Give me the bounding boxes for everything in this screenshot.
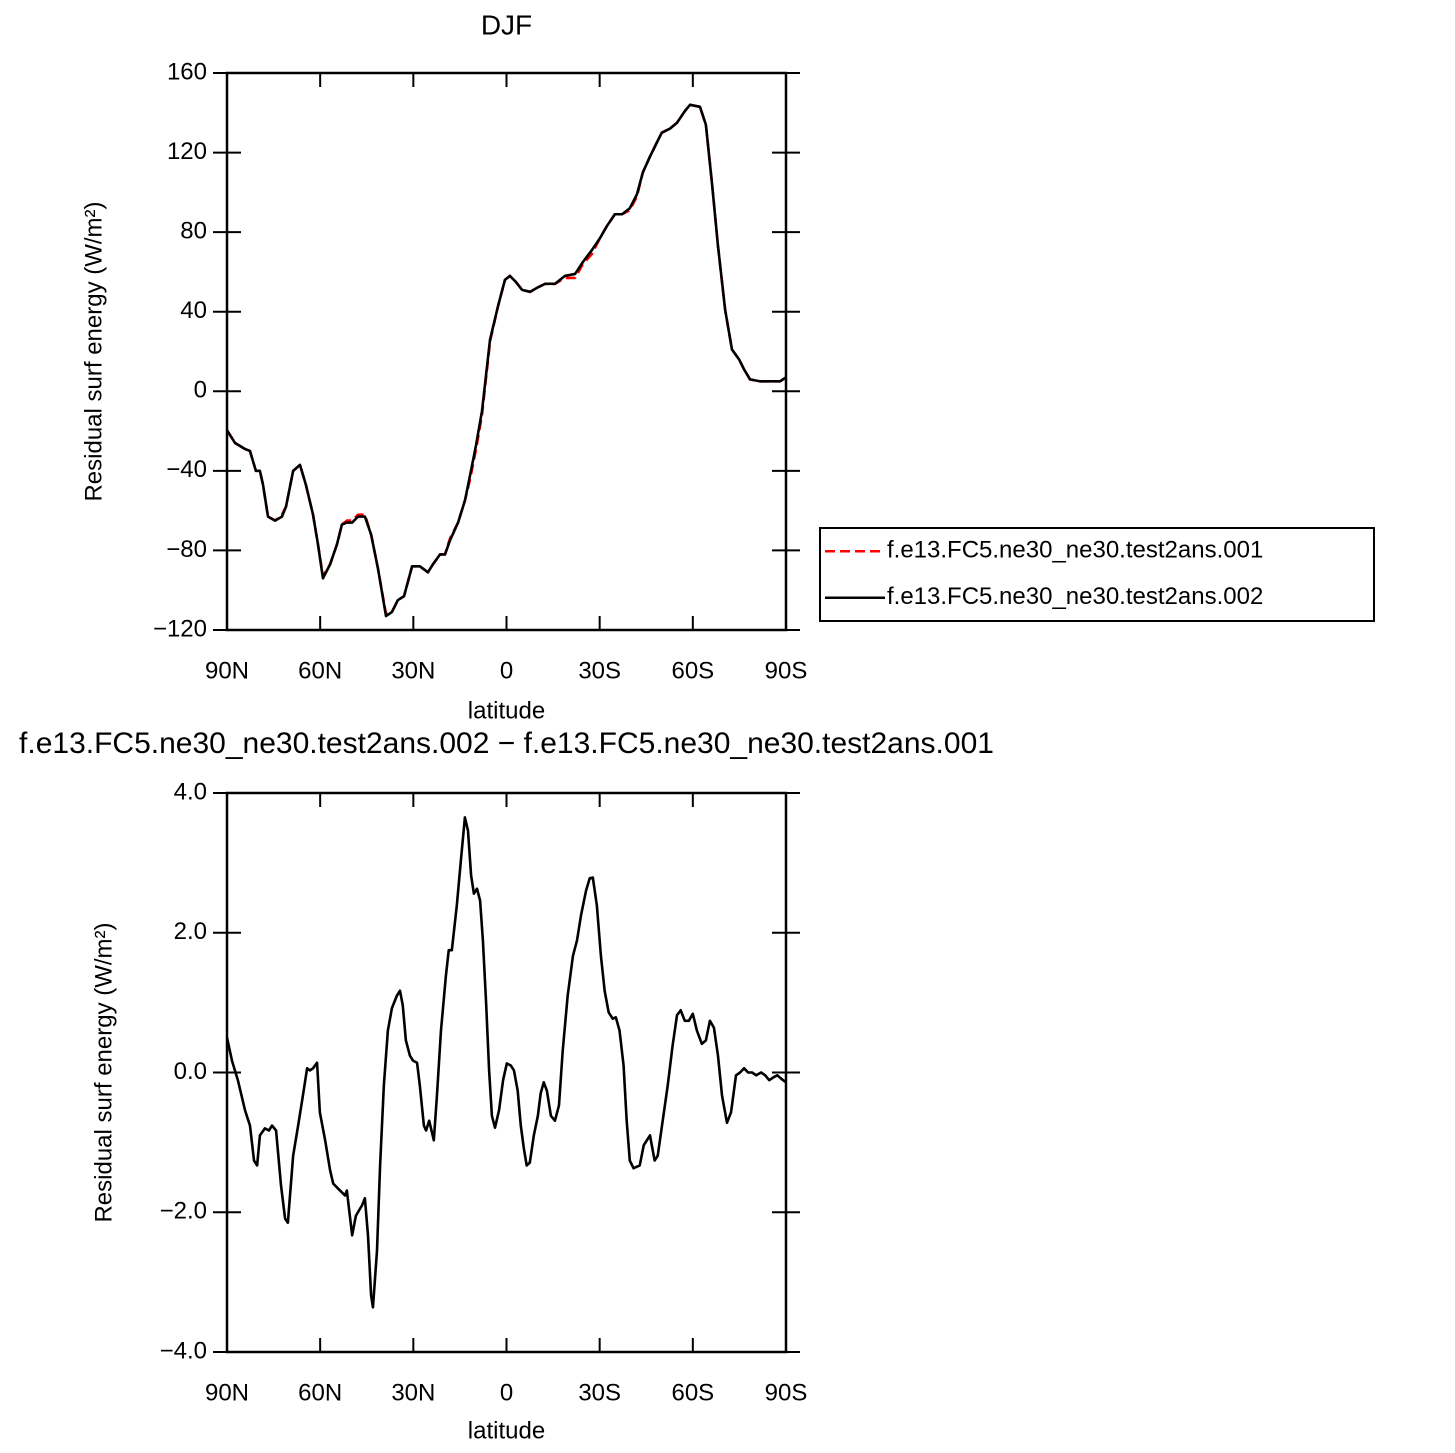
x-tick-label: 30S <box>578 1379 621 1406</box>
chart-title: f.e13.FC5.ne30_ne30.test2ans.002 − f.e13… <box>19 727 994 760</box>
x-tick-label: 30S <box>578 657 621 684</box>
x-axis-label: latitude <box>468 697 545 724</box>
x-tick-label: 60N <box>298 1379 342 1406</box>
data-line <box>225 103 787 616</box>
y-tick-label: −2.0 <box>160 1198 207 1225</box>
data-line <box>225 103 787 618</box>
y-axis-label: Residual surf energy (W/m²) <box>80 201 107 501</box>
x-axis-label: latitude <box>468 1417 545 1444</box>
y-tick-label: 120 <box>167 138 207 165</box>
x-tick-label: 90N <box>205 1379 249 1406</box>
x-tick-label: 60N <box>298 657 342 684</box>
y-axis-label: Residual surf energy (W/m²) <box>90 922 117 1222</box>
legend-label: f.e13.FC5.ne30_ne30.test2ans.001 <box>887 537 1263 564</box>
y-tick-label: −40 <box>166 456 207 483</box>
y-tick-label: 80 <box>180 217 207 244</box>
x-tick-label: 60S <box>671 657 714 684</box>
x-tick-label: 90N <box>205 657 249 684</box>
x-tick-label: 0 <box>500 1379 513 1406</box>
y-tick-label: −80 <box>166 536 207 563</box>
y-tick-label: 0.0 <box>174 1058 207 1085</box>
y-tick-label: −4.0 <box>160 1337 207 1364</box>
x-tick-label: 90S <box>765 657 808 684</box>
x-tick-label: 60S <box>671 1379 714 1406</box>
x-tick-label: 0 <box>500 657 513 684</box>
plot-frame <box>225 791 788 1354</box>
y-tick-label: 2.0 <box>174 918 207 945</box>
y-tick-label: −120 <box>153 615 207 642</box>
legend-box <box>819 527 1375 622</box>
data-line <box>225 816 787 1309</box>
plot-frame <box>225 71 788 632</box>
x-tick-label: 30N <box>391 657 435 684</box>
x-tick-label: 30N <box>391 1379 435 1406</box>
chart-title: DJF <box>481 9 532 40</box>
legend-label: f.e13.FC5.ne30_ne30.test2ans.002 <box>887 583 1263 610</box>
x-tick-label: 90S <box>765 1379 808 1406</box>
y-tick-label: 40 <box>180 297 207 324</box>
y-tick-label: 0 <box>194 377 207 404</box>
y-tick-label: 4.0 <box>174 778 207 805</box>
y-tick-label: 160 <box>167 58 207 85</box>
